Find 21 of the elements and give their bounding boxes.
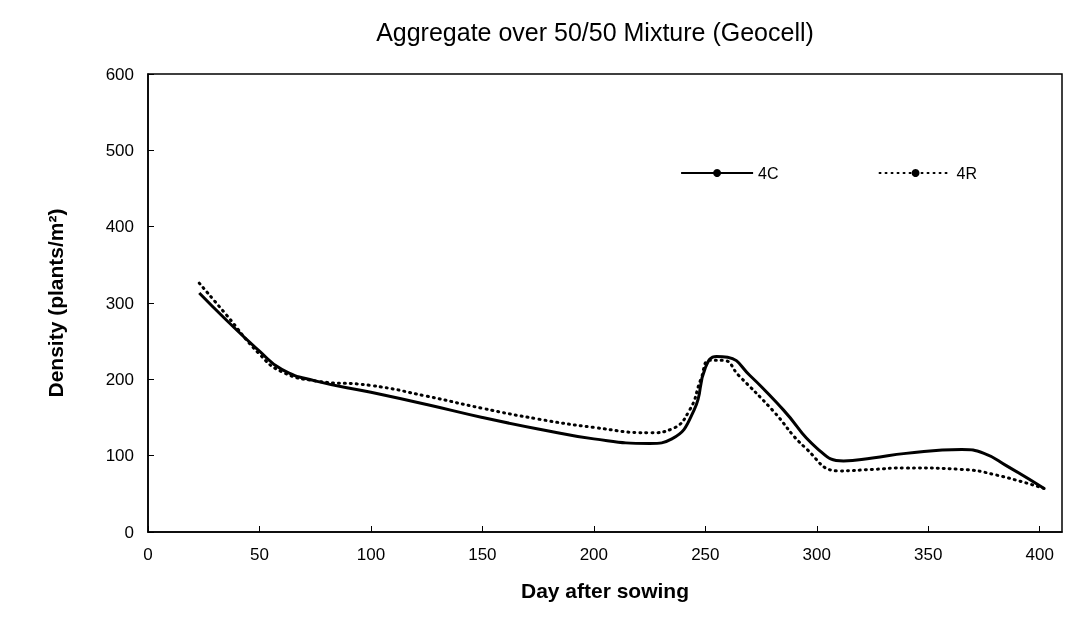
y-tick-label: 500 <box>105 140 134 160</box>
x-tick-label: 200 <box>579 545 609 564</box>
y-tick-label: 300 <box>105 293 134 313</box>
x-tick-label: 100 <box>356 545 386 564</box>
y-tick-label: 600 <box>105 64 134 84</box>
x-tick-label: 150 <box>468 545 497 564</box>
legend-label: 4C <box>758 164 779 182</box>
y-axis-title: Density (plants/m²) <box>44 208 67 398</box>
chart-title: Aggregate over 50/50 Mixture (Geocell) <box>376 17 814 46</box>
legend-label: 4R <box>956 164 977 182</box>
x-tick-label: 400 <box>1025 545 1054 564</box>
x-tick-label: 50 <box>250 545 269 564</box>
x-tick-label: 350 <box>914 545 943 564</box>
y-tick-label: 0 <box>124 522 134 542</box>
x-tick-label: 250 <box>691 545 720 564</box>
y-tick-label: 400 <box>105 217 134 237</box>
x-tick-label: 300 <box>802 545 831 564</box>
x-axis-title: Day after sowing <box>520 579 690 602</box>
y-tick-label: 200 <box>105 369 134 389</box>
x-tick-label: 0 <box>143 545 153 564</box>
y-tick-label: 100 <box>105 446 134 466</box>
